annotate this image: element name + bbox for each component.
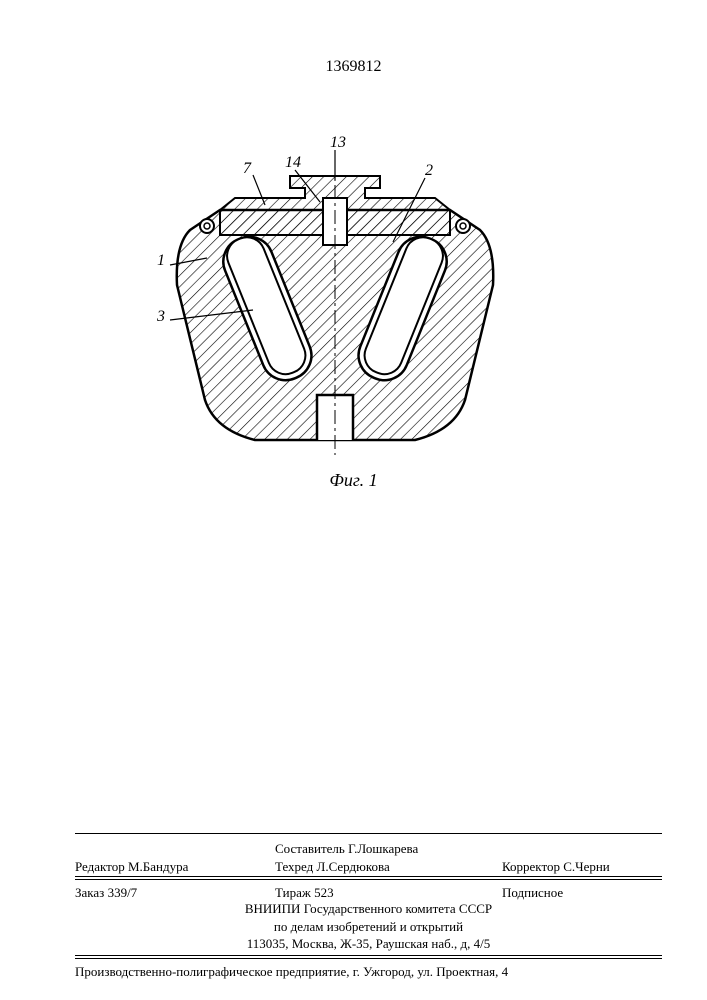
compiler-name: Г.Лошкарева: [348, 841, 418, 856]
print-run-value: 523: [314, 885, 334, 900]
figure-1: 13 14 7 2 1 3: [145, 140, 525, 470]
callout-2: 2: [425, 162, 433, 180]
callout-7: 7: [243, 160, 251, 178]
corrector-label: Корректор: [502, 859, 560, 874]
order-label: Заказ: [75, 885, 104, 900]
callout-14: 14: [285, 154, 301, 172]
order-value: 339/7: [108, 885, 138, 900]
print-run-label: Тираж: [275, 885, 311, 900]
editor-label: Редактор: [75, 859, 125, 874]
callout-3: 3: [157, 308, 165, 326]
publisher-block: ВНИИПИ Государственного комитета СССР по…: [75, 900, 662, 953]
subscription: Подписное: [502, 885, 563, 900]
credits-block: Составитель Г.Лошкарева Редактор М.Банду…: [75, 840, 662, 876]
figure-caption: Фиг. 1: [0, 470, 707, 491]
publisher-line-1: ВНИИПИ Государственного комитета СССР: [75, 900, 662, 918]
tech-editor-label: Техред: [275, 859, 313, 874]
corrector-name: С.Черни: [563, 859, 610, 874]
compiler-label: Составитель: [275, 841, 345, 856]
rule-3a: [75, 955, 662, 956]
patent-page: 1369812: [0, 0, 707, 1000]
rule-2a: [75, 876, 662, 877]
callout-1: 1: [157, 252, 165, 270]
printer-line: Производственно-полиграфическое предприя…: [75, 964, 662, 980]
tech-editor-name: Л.Сердюкова: [317, 859, 390, 874]
rule-3b: [75, 958, 662, 959]
publisher-line-2: по делам изобретений и открытий: [75, 918, 662, 936]
editor-name: М.Бандура: [128, 859, 188, 874]
rotor-cross-section: [145, 140, 525, 470]
document-number: 1369812: [0, 58, 707, 76]
rule-1: [75, 833, 662, 834]
callout-13: 13: [330, 134, 346, 152]
publisher-line-3: 113035, Москва, Ж-35, Раушская наб., д, …: [75, 935, 662, 953]
rule-2b: [75, 879, 662, 880]
